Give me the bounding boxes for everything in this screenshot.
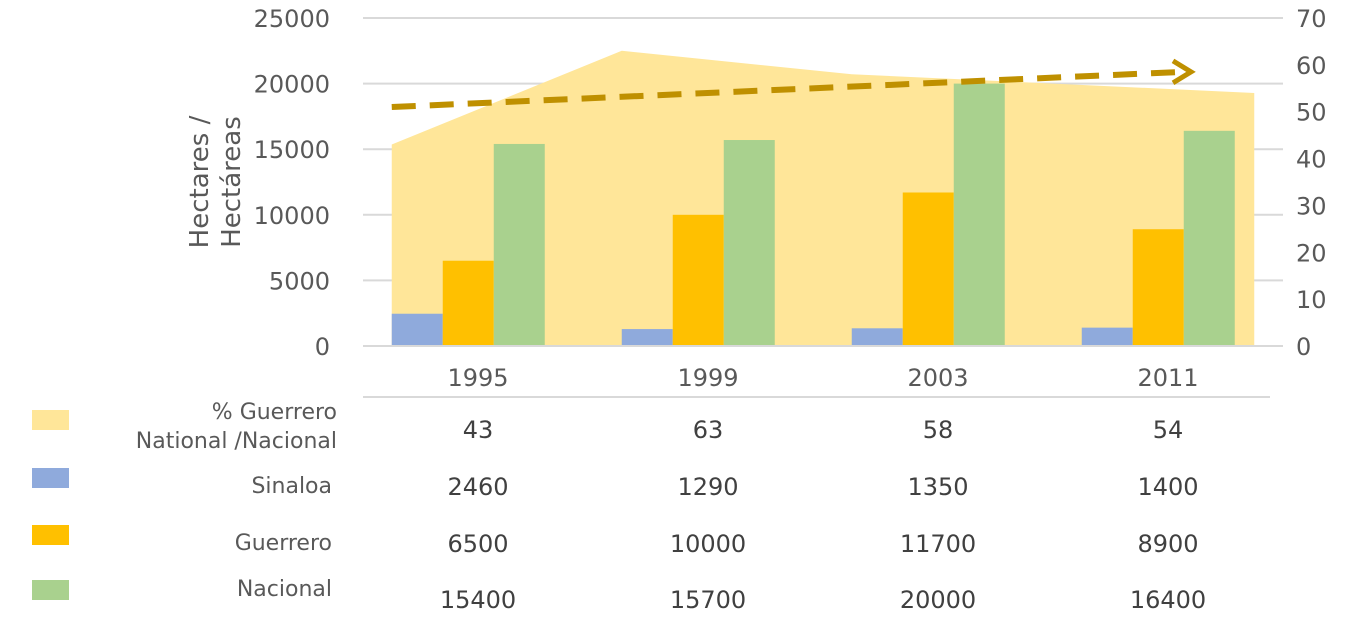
y-axis-title: Hectares /Hectáreas [185,115,247,248]
legend-label-area: % Guerrero National /Nacional [136,400,337,454]
y2-tick-label: 60 [1296,52,1327,80]
y2-tick-label: 0 [1296,333,1311,361]
y2-tick-label: 50 [1296,99,1327,127]
table-cell-sinaloa: 1350 [907,473,968,501]
legend-swatch-guerrero [32,525,69,545]
y2-tick-label: 30 [1296,192,1327,220]
x-tick-label: 2011 [1137,364,1198,392]
table-cell-guerrero: 10000 [670,530,746,558]
table-cell-guerrero: 6500 [447,530,508,558]
legend-label-sinaloa: Sinaloa [251,474,332,499]
legend-swatch-nacional [32,580,69,600]
area-series-guerrero-pct [391,50,1255,347]
y2-tick-label: 70 [1296,5,1327,33]
bar-sinaloa-1995 [391,313,443,346]
table-cell-area: 58 [923,416,954,444]
table-cell-area: 43 [463,416,494,444]
table-cell-nacional: 15400 [440,586,516,614]
legend-label-guerrero: Guerrero [235,531,332,556]
y-tick-label: 25000 [254,5,330,33]
y-tick-label: 5000 [269,267,330,295]
y2-tick-label: 10 [1296,286,1327,314]
bar-nacional-2011 [1183,130,1235,346]
bar-sinaloa-1999 [621,329,673,346]
table-cell-nacional: 15700 [670,586,746,614]
y2-tick-label: 40 [1296,146,1327,174]
table-cell-guerrero: 8900 [1137,530,1198,558]
table-cell-nacional: 20000 [900,586,976,614]
bar-nacional-1995 [493,143,545,346]
table-cell-nacional: 16400 [1130,586,1206,614]
x-tick-label: 1999 [677,364,738,392]
table-cell-area: 54 [1153,416,1184,444]
x-tick-label: 1995 [447,364,508,392]
table-cell-sinaloa: 1290 [677,473,738,501]
y-tick-label: 20000 [254,71,330,99]
y2-tick-label: 20 [1296,239,1327,267]
table-cell-sinaloa: 1400 [1137,473,1198,501]
bar-guerrero-2011 [1132,229,1184,346]
legend-swatch-sinaloa [32,468,69,488]
trend-arrow-head [1171,58,1196,86]
legend-label-nacional: Nacional [237,577,332,602]
x-tick-label: 2003 [907,364,968,392]
bar-guerrero-1995 [442,260,494,346]
trend-arrow-line [391,68,1184,111]
table-cell-area: 63 [693,416,724,444]
bar-guerrero-2003 [902,192,954,346]
y-tick-label: 0 [315,333,330,361]
bar-sinaloa-2011 [1081,327,1133,346]
bar-sinaloa-2003 [851,328,903,346]
y-tick-label: 15000 [254,136,330,164]
bar-nacional-1999 [723,140,775,346]
bar-guerrero-1999 [672,214,724,346]
table-cell-guerrero: 11700 [900,530,976,558]
legend-swatch-area [32,410,69,430]
table-cell-sinaloa: 2460 [447,473,508,501]
y-tick-label: 10000 [254,202,330,230]
bar-nacional-2003 [953,83,1005,346]
